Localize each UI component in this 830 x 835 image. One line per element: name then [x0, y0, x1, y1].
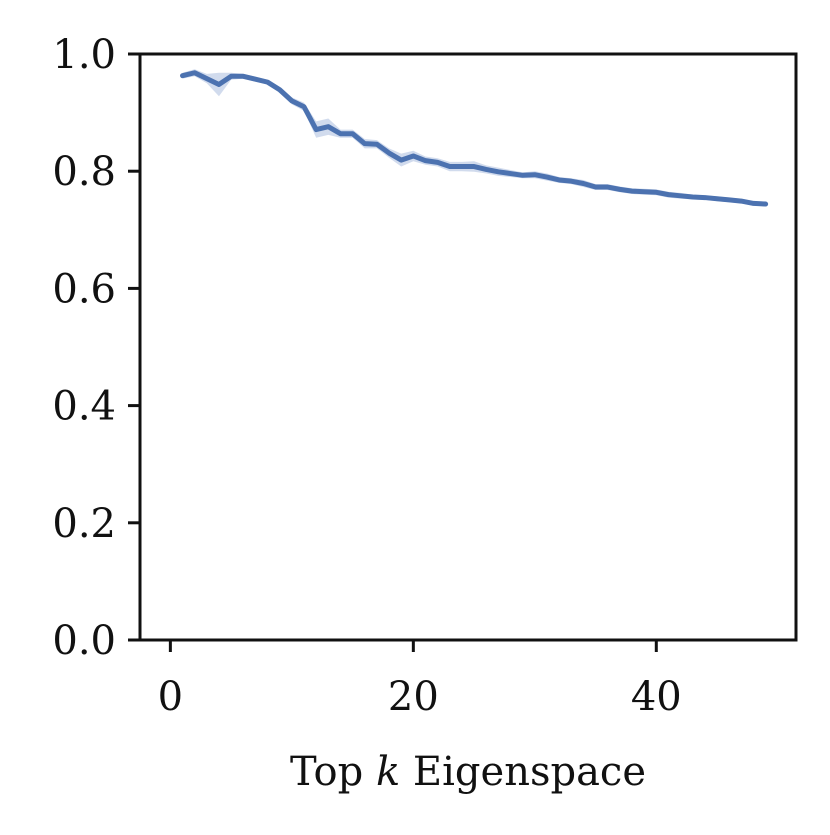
x-axis-label-suffix: Eigenspace — [400, 749, 646, 795]
y-tick-label: 0.8 — [52, 149, 116, 195]
x-axis-label-variable: k — [376, 749, 400, 795]
x-tick-label: 20 — [388, 674, 439, 720]
y-tick-label: 1.0 — [52, 32, 116, 78]
y-tick-label: 0.4 — [52, 384, 116, 430]
x-tick-label: 40 — [631, 674, 682, 720]
x-axis-label-prefix: Top — [290, 749, 376, 795]
y-axis-ticks: 0.0 0.2 0.4 0.6 0.8 1.0 — [52, 32, 140, 664]
series-line-layer — [180, 70, 769, 207]
y-tick-label: 0.0 — [52, 618, 116, 664]
y-tick-label: 0.6 — [52, 266, 116, 312]
series-line — [180, 70, 769, 207]
x-axis-label: Top k Eigenspace — [290, 749, 646, 795]
x-tick-label: 0 — [158, 674, 183, 720]
confidence-band-layer — [182, 69, 766, 207]
confidence-band — [182, 69, 766, 207]
x-axis-ticks: 0 20 40 — [158, 640, 682, 720]
plot-area-frame — [138, 52, 798, 642]
y-tick-label: 0.2 — [52, 501, 116, 547]
